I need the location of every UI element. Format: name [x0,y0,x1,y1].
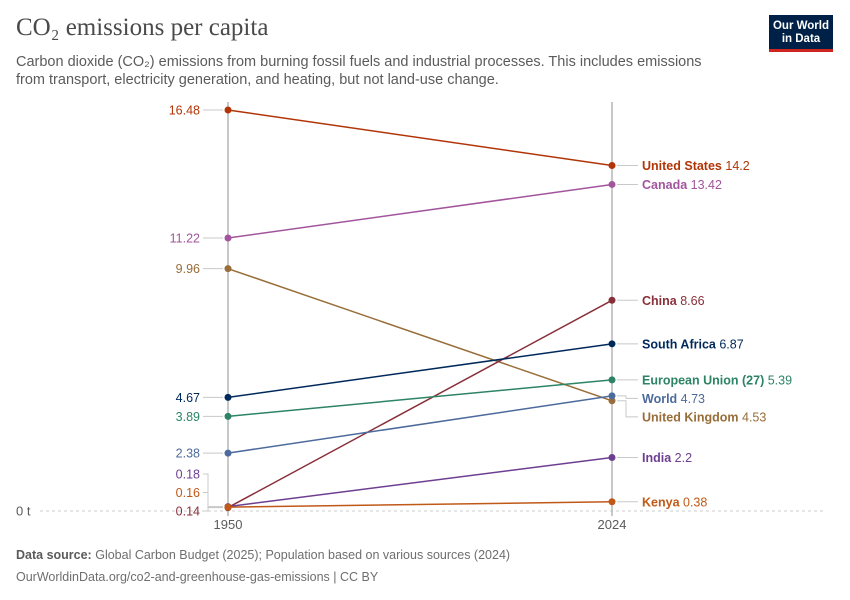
point-start-united-states [224,106,232,114]
point-start-united-kingdom [224,265,232,273]
logo-line-1: Our World [772,20,829,32]
end-label-canada: Canada 13.42 [642,178,722,192]
series-name-european-union-27: European Union (27) [642,373,764,387]
series-line-world [227,395,613,454]
point-end-south-africa [608,340,616,348]
start-connector-china [203,507,223,512]
point-end-india [608,453,616,461]
start-value-india: 0.18 [176,468,200,482]
series-name-world: World [642,392,677,406]
series-line-india [227,456,613,508]
start-connector-kenya [203,492,223,508]
x-tick-end: 2024 [598,517,627,532]
series-line-united-states [227,109,613,167]
point-start-kenya [224,503,232,511]
series-line-united-kingdom [227,267,613,402]
point-start-world [224,449,232,457]
chart-title: CO₂ emissions per capita [16,14,269,41]
end-value-united-states: 14.2 [722,159,750,173]
end-value-china: 8.66 [677,294,705,308]
start-value-china: 0.14 [176,505,200,519]
point-end-european-union-27 [608,376,616,384]
series-name-canada: Canada [642,178,688,192]
start-value-canada: 11.22 [170,231,200,245]
end-value-india: 2.2 [671,451,692,465]
source-label: Data source: [16,548,92,562]
y-zero-label: 0 t [16,504,31,519]
end-label-united-kingdom: United Kingdom 4.53 [642,410,766,424]
end-label-european-union-27: European Union (27) 5.39 [642,373,792,387]
logo-line-2: in Data [781,33,821,45]
end-value-canada: 13.42 [687,178,722,192]
series-name-united-states: United States [642,159,722,173]
point-end-kenya [608,498,616,506]
series-line-china [227,299,613,509]
end-label-united-states: United States 14.2 [642,159,750,173]
series-name-china: China [642,294,678,308]
series-line-canada [227,183,613,239]
point-end-united-states [608,161,616,169]
series-line-european-union-27 [227,379,613,418]
end-label-india: India 2.2 [642,451,692,465]
owid-logo[interactable]: Our World in Data [769,15,833,52]
end-label-china: China 8.66 [642,294,705,308]
series-name-united-kingdom: United Kingdom [642,410,739,424]
start-value-south-africa: 4.67 [176,391,200,405]
x-tick-start: 1950 [214,517,243,532]
end-value-kenya: 0.38 [680,495,708,509]
point-start-canada [224,234,232,242]
start-value-kenya: 0.16 [176,486,200,500]
point-end-china [608,296,616,304]
end-value-south-africa: 6.87 [716,337,744,351]
start-value-world: 2.38 [176,447,200,461]
end-connector-united-kingdom [617,400,638,418]
point-start-south-africa [224,393,232,401]
end-label-south-africa: South Africa 6.87 [642,337,744,351]
point-start-european-union-27 [224,412,232,420]
start-value-european-union-27: 3.89 [176,410,200,424]
end-label-world: World 4.73 [642,392,705,406]
series-line-south-africa [227,343,613,399]
point-end-world [608,392,616,400]
end-connector-world [617,395,638,399]
start-value-united-kingdom: 9.96 [176,262,200,276]
series-name-kenya: Kenya [642,495,681,509]
series-name-india: India [642,451,672,465]
end-label-kenya: Kenya 0.38 [642,495,707,509]
series-name-south-africa: South Africa [642,337,717,351]
chart-subtitle: Carbon dioxide (CO₂) emissions from burn… [16,54,702,88]
source-note: Data source: Global Carbon Budget (2025)… [16,548,510,562]
end-value-european-union-27: 5.39 [764,373,792,387]
point-end-canada [608,180,616,188]
start-value-united-states: 16.48 [169,104,200,118]
point-end-united-kingdom [608,397,616,405]
end-value-united-kingdom: 4.53 [739,410,767,424]
start-connector-india [203,473,223,508]
source-text: Global Carbon Budget (2025); Population … [95,548,511,562]
source-url[interactable]: OurWorldinData.org/co2-and-greenhouse-ga… [16,570,379,584]
series-line-kenya [227,501,613,508]
end-value-world: 4.73 [677,392,705,406]
